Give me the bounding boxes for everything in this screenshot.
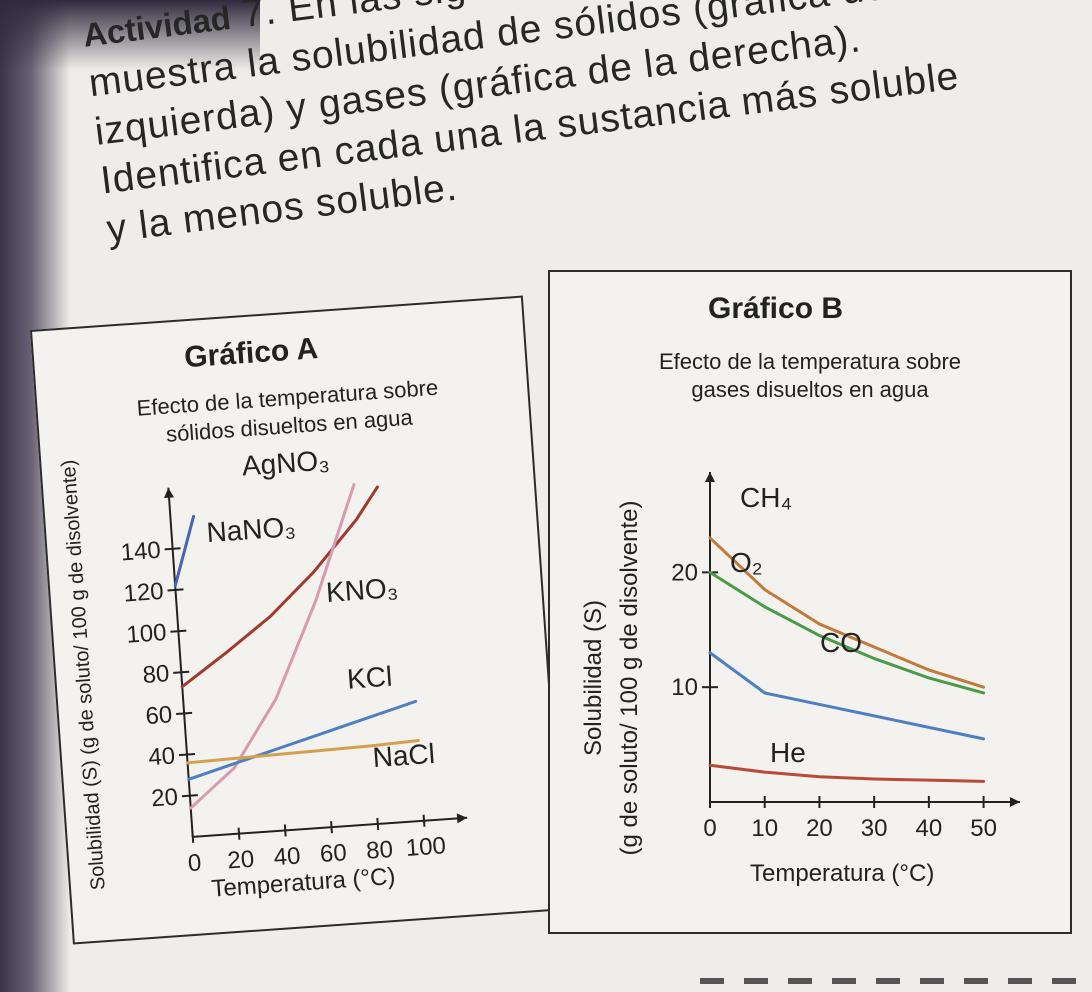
graph-a-x-tick <box>422 814 426 827</box>
graph-b-series-co-line <box>708 651 986 741</box>
graph-b-y-arrow <box>705 472 715 482</box>
graph-a-panel: Gráfico A Efecto de la temperatura sobre… <box>30 295 566 945</box>
graph-b-series-ch4-label: CH₄ <box>740 482 792 513</box>
graph-a-x-tick <box>237 827 241 840</box>
graph-a-y-tick-label: 60 <box>145 701 174 730</box>
graph-b-subtitle-line-2: gases disueltos en agua <box>691 377 929 402</box>
graph-b-y-tick-label: 20 <box>671 559 698 586</box>
graph-a-series-agno3-label: AgNO₃ <box>241 444 331 481</box>
graph-b-x-tick-label: 20 <box>806 815 833 842</box>
graph-b-series-o2-line <box>708 570 986 695</box>
graph-b-series-he-label: He <box>770 737 806 768</box>
graph-a-y-tick <box>178 753 196 757</box>
graph-a-y-tick-label: 40 <box>147 742 176 771</box>
graph-a-series-kno3-line <box>189 482 356 810</box>
graph-a-x-arrow <box>456 813 468 824</box>
graph-b-x-tick-label: 40 <box>916 815 943 842</box>
graph-b-y-tick-label: 10 <box>671 674 698 701</box>
corner-shadow <box>0 0 260 70</box>
graph-b-subtitle: Efecto de la temperatura sobre gases dis… <box>580 348 1040 404</box>
graph-b-x-tick-label: 10 <box>751 815 778 842</box>
graph-a-x-tick-label: 100 <box>405 832 447 862</box>
graph-b-x-tick-label: 0 <box>703 815 716 842</box>
graph-a-y-tick <box>170 629 187 633</box>
graph-a-x-tick <box>283 824 287 837</box>
graph-a-series-nano3-line <box>180 485 379 689</box>
graph-b-series-he-line <box>708 763 986 783</box>
graph-b-series-ch4-line <box>708 536 986 689</box>
graph-a-x-tick <box>330 821 333 834</box>
graph-a-y-tick <box>164 547 181 551</box>
graph-b-series-co-label: CO <box>820 627 862 658</box>
graph-b-x-tick-label: 50 <box>970 815 997 842</box>
graph-a-series-nacl-label: NaCl <box>372 738 436 773</box>
activity-number: 7. <box>239 0 280 37</box>
graph-a-y-arrow <box>164 487 175 499</box>
graph-b-panel: Gráfico B Efecto de la temperatura sobre… <box>548 270 1072 934</box>
graph-b-chart: 0 10 20 30 40 50 10 20 CH₄ O₂ CO He <box>671 472 1020 842</box>
graph-a-x-tick-label: 80 <box>365 836 394 865</box>
graph-a-x-tick <box>191 830 195 843</box>
graph-a-series-kcl-line <box>187 699 418 781</box>
graph-b-x-tick-label: 30 <box>861 815 888 842</box>
graph-a-y-tick-label: 120 <box>123 578 165 608</box>
graph-b-heading: Gráfico B <box>708 292 844 325</box>
graph-a-y-tick <box>181 794 198 798</box>
graph-a-series-kcl-label: KCl <box>346 661 393 695</box>
graph-a-heading: Gráfico A <box>183 332 320 375</box>
graph-a-series-nacl-line <box>186 738 420 765</box>
graph-a-chart: 0 20 40 60 80 100 20 40 60 80 100 120 140 AgNO₃ NaNO₃ K… <box>120 444 468 877</box>
graph-a-y-tick <box>167 588 184 592</box>
graph-b-series-o2-label: O₂ <box>730 547 763 578</box>
graph-b-ylabel-line-1: Solubilidad (S) <box>580 599 607 757</box>
graph-a-y-tick-label: 20 <box>150 784 179 813</box>
graph-a-y-tick <box>173 670 190 674</box>
graph-a-series-kno3-label: KNO₃ <box>325 572 399 608</box>
graph-b-subtitle-line-1: Efecto de la temperatura sobre <box>658 349 962 374</box>
graph-b-xlabel: Temperatura (°C) <box>750 860 935 887</box>
graph-a-series-nano3-label: NaNO₃ <box>205 511 296 548</box>
graph-b-x-arrow <box>1010 797 1020 807</box>
dashed-line <box>700 978 1090 984</box>
graph-a-x-tick-label: 20 <box>227 846 256 875</box>
graph-a-y-tick <box>176 711 193 715</box>
graph-a-x-tick-label: 0 <box>187 849 202 877</box>
graph-a-x-tick-label: 40 <box>273 842 302 871</box>
graph-a-series-agno3-line <box>173 514 196 588</box>
graph-a-x-tick <box>376 817 380 831</box>
graph-a-y-tick-label: 100 <box>126 619 168 649</box>
graph-a-y-tick-label: 80 <box>142 660 171 689</box>
graph-a-x-tick-label: 60 <box>319 839 348 868</box>
graph-a-y-tick-label: 140 <box>120 537 162 567</box>
